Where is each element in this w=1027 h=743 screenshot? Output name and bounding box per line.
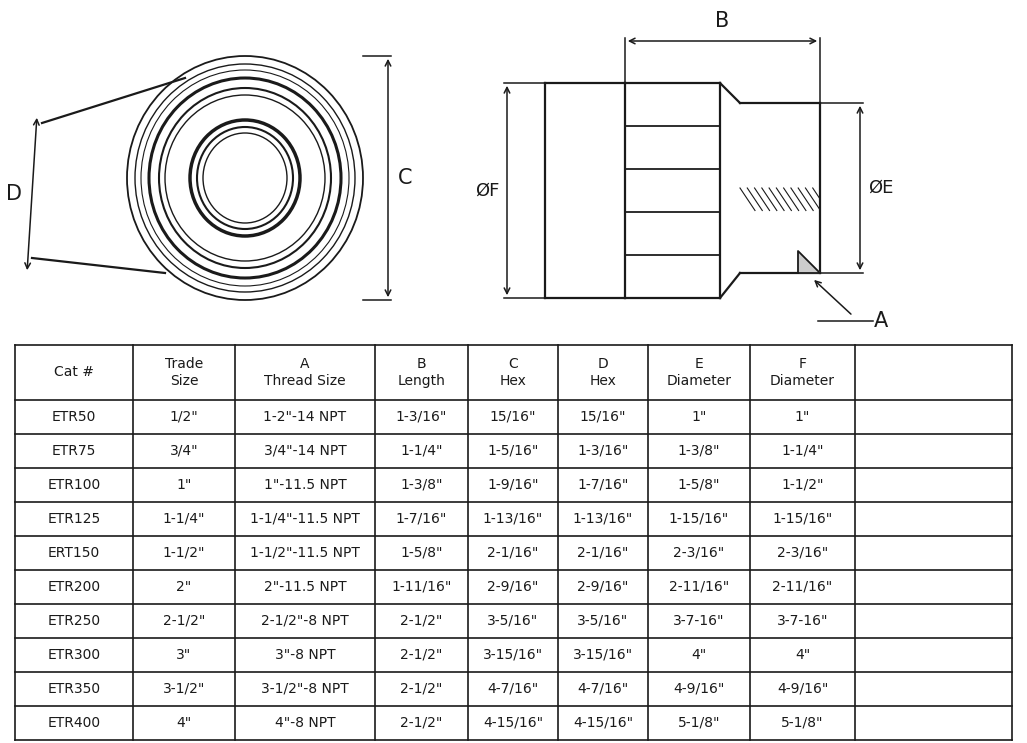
Text: 2-3/16": 2-3/16" xyxy=(776,546,828,560)
Text: 1-3/16": 1-3/16" xyxy=(395,410,447,424)
Text: 4-9/16": 4-9/16" xyxy=(674,682,725,696)
Text: 1-1/4": 1-1/4" xyxy=(782,444,824,458)
Text: 3/4"-14 NPT: 3/4"-14 NPT xyxy=(264,444,346,458)
Text: ETR300: ETR300 xyxy=(47,648,101,662)
Text: C: C xyxy=(398,168,413,188)
Text: Trade
Size: Trade Size xyxy=(165,357,203,388)
Text: 4": 4" xyxy=(795,648,810,662)
Text: 2-1/2": 2-1/2" xyxy=(401,614,443,628)
Text: 1-15/16": 1-15/16" xyxy=(772,512,833,526)
Text: 2-1/2"-8 NPT: 2-1/2"-8 NPT xyxy=(261,614,349,628)
Text: 1"-11.5 NPT: 1"-11.5 NPT xyxy=(264,478,346,492)
Text: 2-1/2": 2-1/2" xyxy=(401,648,443,662)
Text: 4": 4" xyxy=(177,716,192,730)
Text: Cat #: Cat # xyxy=(54,366,94,380)
Text: 1-7/16": 1-7/16" xyxy=(577,478,629,492)
Text: 1-2"-14 NPT: 1-2"-14 NPT xyxy=(264,410,346,424)
Text: 15/16": 15/16" xyxy=(580,410,626,424)
Text: 2": 2" xyxy=(177,580,192,594)
Text: 4-9/16": 4-9/16" xyxy=(776,682,828,696)
Text: 2-9/16": 2-9/16" xyxy=(488,580,539,594)
Text: 1-13/16": 1-13/16" xyxy=(483,512,543,526)
Text: 1-11/16": 1-11/16" xyxy=(391,580,452,594)
Text: 1-15/16": 1-15/16" xyxy=(669,512,729,526)
Text: 4-15/16": 4-15/16" xyxy=(573,716,633,730)
Text: 3-1/2": 3-1/2" xyxy=(163,682,205,696)
Text: ETR75: ETR75 xyxy=(51,444,97,458)
Text: D
Hex: D Hex xyxy=(589,357,616,388)
Text: ETR350: ETR350 xyxy=(47,682,101,696)
Text: 4-15/16": 4-15/16" xyxy=(483,716,543,730)
Text: ØF: ØF xyxy=(474,181,499,200)
Text: ETR125: ETR125 xyxy=(47,512,101,526)
Text: 1-3/16": 1-3/16" xyxy=(577,444,629,458)
Text: ETR400: ETR400 xyxy=(47,716,101,730)
Text: 2-9/16": 2-9/16" xyxy=(577,580,629,594)
Text: 1": 1" xyxy=(795,410,810,424)
Text: 5-1/8": 5-1/8" xyxy=(678,716,720,730)
Text: 1-1/4": 1-1/4" xyxy=(162,512,205,526)
Text: ETR100: ETR100 xyxy=(47,478,101,492)
Text: 3-15/16": 3-15/16" xyxy=(483,648,543,662)
Text: 1-7/16": 1-7/16" xyxy=(395,512,447,526)
Text: 4-7/16": 4-7/16" xyxy=(577,682,629,696)
Text: D: D xyxy=(6,184,22,204)
Text: B
Length: B Length xyxy=(397,357,446,388)
Text: 3-15/16": 3-15/16" xyxy=(573,648,633,662)
Text: ETR50: ETR50 xyxy=(51,410,97,424)
Text: A
Thread Size: A Thread Size xyxy=(264,357,346,388)
Text: 2-3/16": 2-3/16" xyxy=(674,546,725,560)
Text: 1-3/8": 1-3/8" xyxy=(678,444,720,458)
Text: 1-5/8": 1-5/8" xyxy=(678,478,720,492)
Text: 1-1/2"-11.5 NPT: 1-1/2"-11.5 NPT xyxy=(250,546,359,560)
Text: 3": 3" xyxy=(177,648,192,662)
Text: 1-3/8": 1-3/8" xyxy=(401,478,443,492)
Text: 2-11/16": 2-11/16" xyxy=(669,580,729,594)
Text: 4-7/16": 4-7/16" xyxy=(488,682,538,696)
Text: 4": 4" xyxy=(691,648,707,662)
Text: 15/16": 15/16" xyxy=(490,410,536,424)
Text: B: B xyxy=(716,11,729,31)
Text: 2"-11.5 NPT: 2"-11.5 NPT xyxy=(264,580,346,594)
Text: A: A xyxy=(874,311,888,331)
Text: C
Hex: C Hex xyxy=(499,357,527,388)
Text: 1-1/2": 1-1/2" xyxy=(782,478,824,492)
Text: 1-5/8": 1-5/8" xyxy=(401,546,443,560)
Text: 4"-8 NPT: 4"-8 NPT xyxy=(274,716,335,730)
Text: 2-1/2": 2-1/2" xyxy=(163,614,205,628)
Text: 1-5/16": 1-5/16" xyxy=(488,444,539,458)
Text: F
Diameter: F Diameter xyxy=(770,357,835,388)
Text: 3-7-16": 3-7-16" xyxy=(674,614,725,628)
Text: 2-1/2": 2-1/2" xyxy=(401,716,443,730)
Text: 1-1/4"-11.5 NPT: 1-1/4"-11.5 NPT xyxy=(250,512,359,526)
Text: 5-1/8": 5-1/8" xyxy=(782,716,824,730)
Text: 2-1/16": 2-1/16" xyxy=(488,546,539,560)
Text: 3-7-16": 3-7-16" xyxy=(776,614,828,628)
Polygon shape xyxy=(798,251,820,273)
Text: 1-1/2": 1-1/2" xyxy=(162,546,205,560)
Text: ERT150: ERT150 xyxy=(48,546,100,560)
Text: 1/2": 1/2" xyxy=(169,410,198,424)
Text: 1-13/16": 1-13/16" xyxy=(573,512,633,526)
Text: 3"-8 NPT: 3"-8 NPT xyxy=(274,648,335,662)
Text: ØE: ØE xyxy=(868,179,893,197)
Text: 2-1/16": 2-1/16" xyxy=(577,546,629,560)
Text: 2-1/2": 2-1/2" xyxy=(401,682,443,696)
Text: 3-1/2"-8 NPT: 3-1/2"-8 NPT xyxy=(261,682,349,696)
Text: 2-11/16": 2-11/16" xyxy=(772,580,833,594)
Text: 1": 1" xyxy=(177,478,192,492)
Text: 1-1/4": 1-1/4" xyxy=(401,444,443,458)
Text: 3/4": 3/4" xyxy=(169,444,198,458)
Text: ETR250: ETR250 xyxy=(47,614,101,628)
Text: 1": 1" xyxy=(691,410,707,424)
Text: 3-5/16": 3-5/16" xyxy=(488,614,538,628)
Text: E
Diameter: E Diameter xyxy=(667,357,731,388)
Text: ETR200: ETR200 xyxy=(47,580,101,594)
Text: 3-5/16": 3-5/16" xyxy=(577,614,629,628)
Text: 1-9/16": 1-9/16" xyxy=(487,478,539,492)
